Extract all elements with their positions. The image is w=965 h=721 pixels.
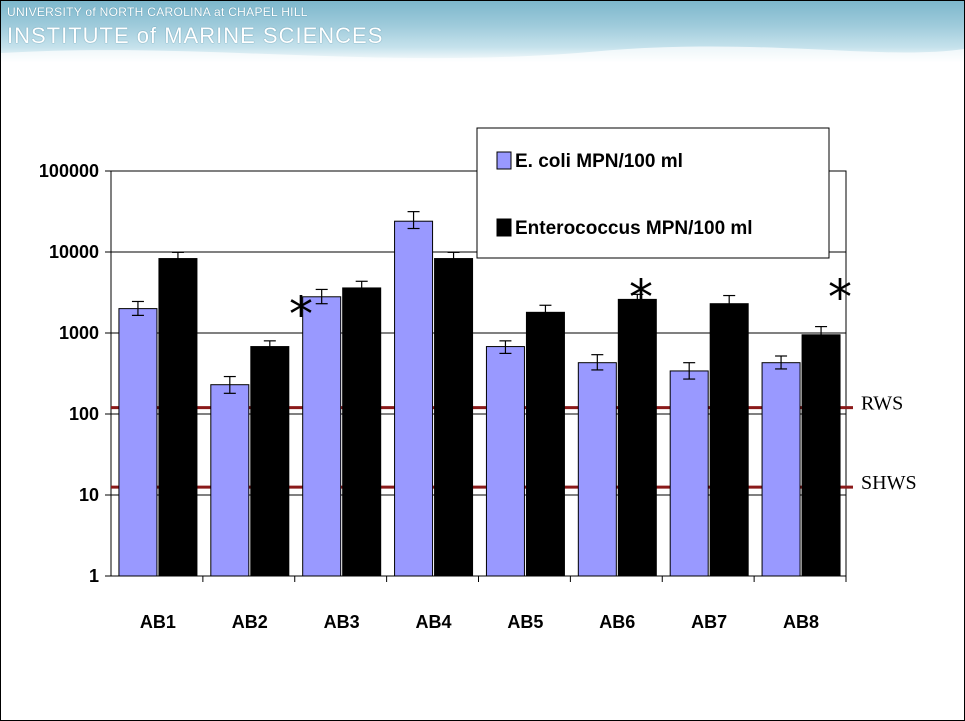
annotation-asterisk-ab3: * [289, 287, 313, 343]
y-tick-label: 10000 [49, 242, 99, 262]
y-tick-label: 10 [79, 485, 99, 505]
reference-label-shws: SHWS [861, 472, 917, 494]
annotation-asterisk-ab8: * [828, 270, 852, 326]
ecoli-bar-ab7 [670, 371, 708, 576]
x-tick-label: AB8 [783, 612, 819, 632]
ecoli-bar-ab5 [486, 347, 524, 576]
enterococcus-bar-ab4 [435, 259, 473, 576]
x-tick-label: AB2 [232, 612, 268, 632]
enterococcus-bar-ab3 [343, 288, 381, 576]
legend-entry: Enterococcus MPN/100 ml [515, 218, 753, 239]
enterococcus-bar-ab7 [710, 304, 748, 576]
ecoli-bar-ab2 [211, 385, 249, 576]
ecoli-bar-ab8 [762, 363, 800, 576]
enterococcus-bar-ab1 [159, 259, 197, 576]
ecoli-bar-ab6 [578, 363, 616, 576]
x-tick-label: AB7 [691, 612, 727, 632]
enterococcus-bar-ab5 [526, 312, 564, 576]
x-tick-label: AB5 [507, 612, 543, 632]
ecoli-bar-ab1 [119, 309, 157, 576]
y-tick-label: 1 [89, 566, 99, 586]
enterococcus-bar-ab6 [618, 299, 656, 576]
y-tick-label: 1000 [59, 323, 99, 343]
legend-swatch [497, 152, 511, 169]
y-tick-label: 100000 [39, 161, 99, 181]
y-tick-label: 100 [69, 404, 99, 424]
reference-label-rws: RWS [861, 393, 903, 415]
x-tick-label: AB4 [416, 612, 452, 632]
x-tick-label: AB6 [599, 612, 635, 632]
enterococcus-bar-ab8 [802, 335, 840, 576]
legend-entry: E. coli MPN/100 ml [515, 151, 683, 172]
enterococcus-bar-ab2 [251, 347, 289, 576]
annotation-asterisk-ab6: * [629, 270, 653, 326]
legend-swatch [497, 219, 511, 236]
ecoli-bar-ab4 [395, 221, 433, 576]
x-tick-label: AB3 [324, 612, 360, 632]
x-tick-label: AB1 [140, 612, 176, 632]
